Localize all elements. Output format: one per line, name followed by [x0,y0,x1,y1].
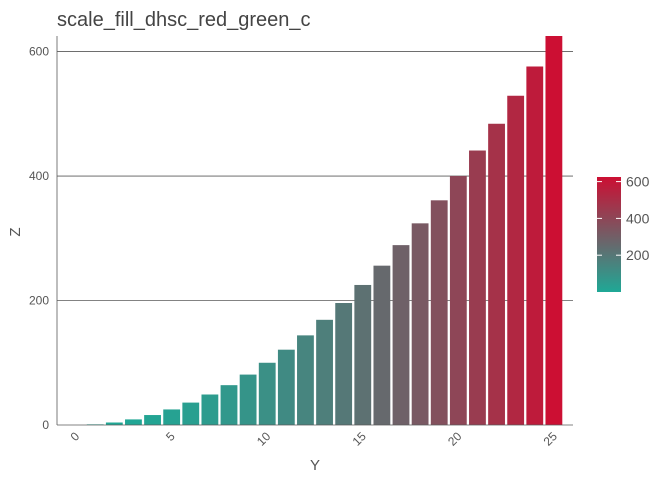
x-axis-title: Y [310,457,320,474]
bar [411,223,429,425]
y-tick-labels: 0 200 400 600 [29,45,49,432]
bar [125,419,142,425]
gridlines [57,51,573,301]
bar [163,409,181,425]
bar [239,374,257,425]
legend-tick-label: 200 [626,247,650,263]
x-tick-label: 20 [445,429,465,449]
x-tick-label: 5 [163,429,178,444]
legend-tick-labels: 200 400 600 [597,174,650,263]
bar [258,362,276,425]
bar [105,422,123,425]
bar [545,36,563,425]
legend-tick-label: 600 [626,174,650,190]
x-tick-labels: 0 5 10 15 20 25 [68,429,561,449]
x-tick-label: 15 [350,429,370,449]
bar [373,265,391,425]
bar [507,95,525,425]
x-tick-label: 25 [541,429,561,449]
bar [449,176,467,425]
bar [182,402,200,425]
legend-colorbar [597,177,621,292]
bar [201,394,219,425]
y-axis-title: Z [7,227,24,236]
bars [86,36,563,426]
bar [220,385,238,425]
x-tick-label: 0 [68,429,83,444]
bar [488,123,505,426]
bar [392,245,410,425]
bar [430,200,448,425]
y-tick-label: 600 [29,45,49,59]
bar [526,66,544,426]
bar [297,335,314,425]
bar [335,303,353,425]
chart-title: scale_fill_dhsc_red_green_c [57,9,311,31]
color-legend: 200 400 600 [597,174,650,292]
bar [316,319,333,425]
bar [277,349,295,425]
axes [56,36,573,426]
y-tick-label: 200 [29,294,49,308]
bar [469,150,486,425]
y-tick-label: 400 [29,169,49,183]
bar [354,284,372,425]
legend-tick-label: 400 [626,210,650,226]
x-tick-label: 10 [254,429,274,449]
y-tick-label: 0 [42,418,49,432]
bar [144,415,161,425]
